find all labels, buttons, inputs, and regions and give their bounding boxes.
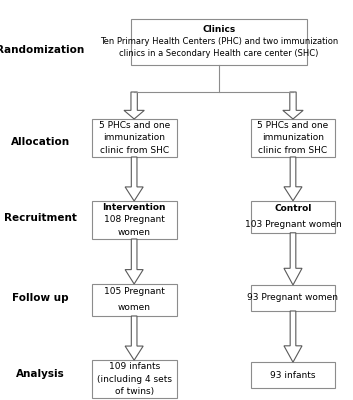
FancyBboxPatch shape xyxy=(131,19,307,65)
Text: (including 4 sets: (including 4 sets xyxy=(97,375,172,384)
Text: Allocation: Allocation xyxy=(11,137,70,147)
Polygon shape xyxy=(124,92,144,119)
FancyBboxPatch shape xyxy=(92,284,176,316)
Text: 103 Pregnant women: 103 Pregnant women xyxy=(245,220,341,229)
Text: 105 Pregnant: 105 Pregnant xyxy=(104,288,164,296)
FancyBboxPatch shape xyxy=(251,119,335,157)
Polygon shape xyxy=(284,157,302,201)
Text: 93 infants: 93 infants xyxy=(270,371,316,380)
Text: immunization: immunization xyxy=(262,134,324,142)
FancyBboxPatch shape xyxy=(92,119,176,157)
Polygon shape xyxy=(125,316,143,360)
Text: women: women xyxy=(118,304,151,312)
Text: women: women xyxy=(118,228,151,237)
Polygon shape xyxy=(125,239,143,284)
FancyBboxPatch shape xyxy=(251,201,335,233)
Text: 109 infants: 109 infants xyxy=(108,362,160,371)
FancyBboxPatch shape xyxy=(92,360,176,398)
Text: clinic from SHC: clinic from SHC xyxy=(258,146,328,155)
Text: clinics in a Secondary Health care center (SHC): clinics in a Secondary Health care cente… xyxy=(119,50,318,58)
FancyBboxPatch shape xyxy=(251,362,335,388)
Text: Ten Primary Health Centers (PHC) and two immunization: Ten Primary Health Centers (PHC) and two… xyxy=(100,38,338,46)
Text: 93 Pregnant women: 93 Pregnant women xyxy=(247,294,339,302)
Polygon shape xyxy=(283,92,303,119)
Text: Follow up: Follow up xyxy=(12,293,69,303)
Text: Analysis: Analysis xyxy=(16,369,65,379)
Polygon shape xyxy=(284,233,302,285)
Text: Recruitment: Recruitment xyxy=(4,213,77,223)
Text: Control: Control xyxy=(274,204,312,213)
Text: Clinics: Clinics xyxy=(202,25,235,34)
FancyBboxPatch shape xyxy=(251,285,335,311)
Polygon shape xyxy=(125,157,143,201)
Text: 108 Pregnant: 108 Pregnant xyxy=(104,216,164,224)
Text: Randomization: Randomization xyxy=(0,45,85,55)
Polygon shape xyxy=(284,311,302,362)
FancyBboxPatch shape xyxy=(92,201,176,239)
Text: 5 PHCs and one: 5 PHCs and one xyxy=(98,121,170,130)
Text: Intervention: Intervention xyxy=(102,203,166,212)
Text: clinic from SHC: clinic from SHC xyxy=(100,146,169,155)
Text: of twins): of twins) xyxy=(115,387,154,396)
Text: immunization: immunization xyxy=(103,134,165,142)
Text: 5 PHCs and one: 5 PHCs and one xyxy=(257,121,329,130)
